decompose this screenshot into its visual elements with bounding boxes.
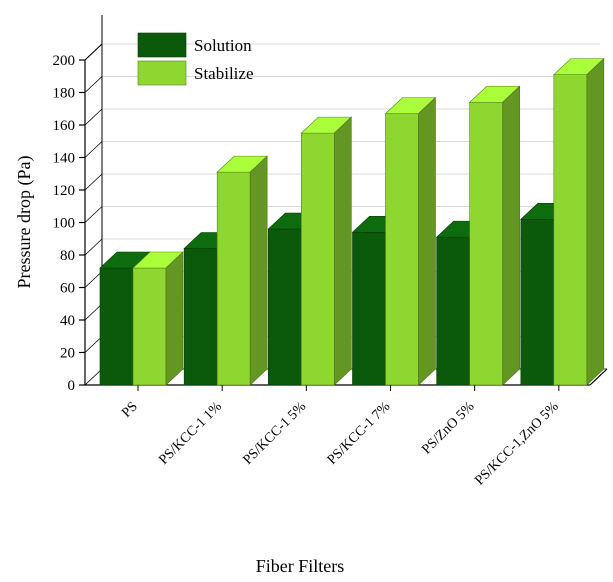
floor-tick-diagonal: [84, 303, 103, 321]
y-tick-label: 140: [53, 151, 76, 167]
bar-stabilize: [301, 132, 335, 386]
floor-tick-diagonal: [84, 336, 103, 353]
y-tick-label: 0: [68, 378, 76, 394]
legend-label: Solution: [194, 36, 252, 55]
floor-tick-diagonal: [84, 108, 103, 126]
y-tick-label: 200: [53, 53, 76, 69]
y-axis-title: Pressure drop (Pa): [14, 156, 35, 289]
x-tick-label: PS/KCC-1 5%: [241, 399, 310, 468]
x-tick-label: PS/KCC-1,ZnO 5%: [472, 399, 562, 489]
legend-swatch-solution: [137, 32, 187, 58]
y-tick-label: 120: [53, 183, 76, 199]
bar-side: [165, 251, 184, 386]
bar-stabilize: [385, 113, 419, 386]
bar-stabilize: [469, 101, 503, 386]
floor-tick-diagonal: [84, 76, 103, 93]
floor-right-edge: [589, 368, 608, 386]
floor-tick-diagonal: [84, 238, 103, 256]
x-tick-label: PS/KCC-1 1%: [156, 399, 225, 468]
floor-tick-diagonal: [84, 173, 103, 191]
bar-side: [249, 155, 268, 386]
bar-solution: [436, 236, 470, 386]
bar-solution: [520, 218, 555, 386]
floor-tick-diagonal: [84, 141, 103, 158]
bar-solution: [352, 231, 386, 386]
bar-side: [586, 57, 605, 386]
floor-tick-diagonal: [84, 271, 103, 288]
y-tick-label: 160: [53, 118, 76, 134]
x-tick-label: PS/KCC-1 7%: [325, 399, 394, 468]
bar-side: [334, 116, 352, 386]
bar-side: [418, 96, 436, 386]
x-tick-label: PS/ZnO 5%: [419, 399, 477, 457]
bar-solution: [183, 248, 218, 386]
bar-stabilize: [553, 74, 588, 386]
x-tick-label: PS: [119, 399, 141, 421]
y-tick-label: 60: [60, 281, 75, 297]
legend-label: Stabilize: [194, 64, 253, 83]
y-tick-label: 80: [60, 248, 75, 264]
y-tick-label: 180: [53, 86, 76, 102]
bar-solution: [268, 228, 302, 386]
bar-stabilize: [216, 171, 251, 386]
y-tick-label: 20: [60, 346, 75, 362]
x-axis-title: Fiber Filters: [256, 556, 345, 576]
y-tick-label: 40: [60, 313, 75, 329]
bars: [99, 57, 605, 386]
floor-tick-diagonal: [84, 206, 103, 223]
bar-solution: [99, 267, 134, 386]
bar-stabilize: [132, 267, 167, 386]
floor-tick-diagonal: [84, 368, 103, 386]
floor-tick-diagonal: [84, 43, 103, 61]
bar-side: [502, 85, 520, 386]
y-tick-label: 100: [53, 216, 76, 232]
legend-swatch-stabilize: [137, 60, 187, 86]
legend: Solution Stabilize: [137, 32, 253, 86]
